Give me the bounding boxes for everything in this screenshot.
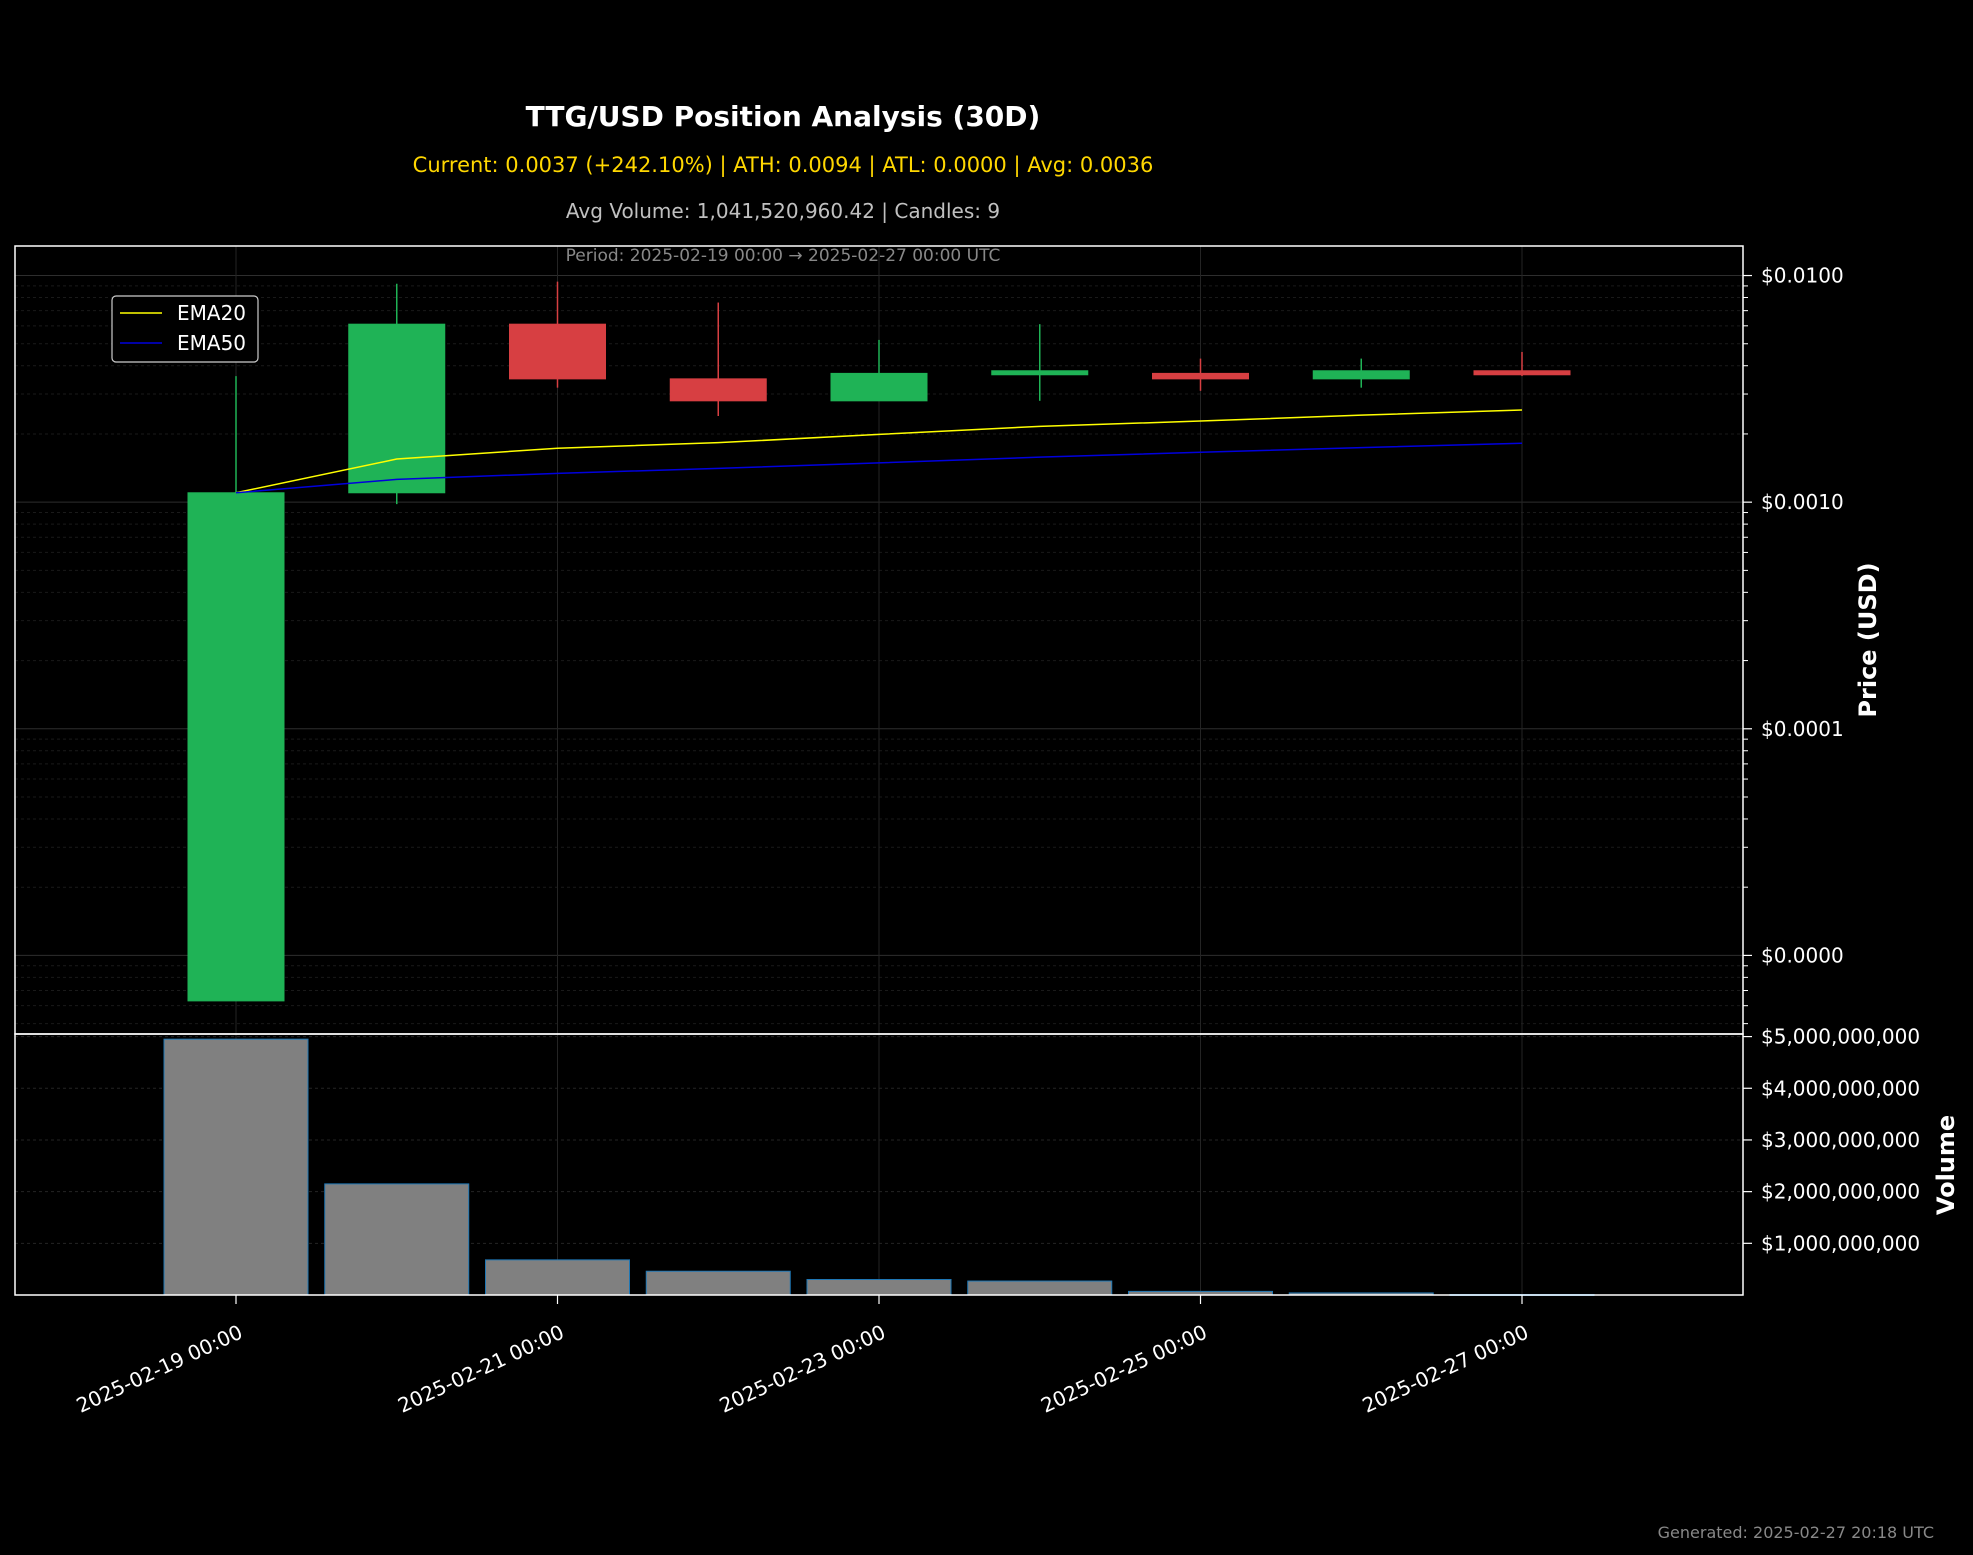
legend-ema50-label: EMA50 [177, 331, 246, 355]
price-axis: $0.0100 $0.0010 $0.0001 $0.0000 [1743, 264, 1844, 1025]
price-tick-label: $0.0000 [1761, 943, 1844, 967]
volume-bar [324, 1183, 470, 1296]
candlestick-series [187, 281, 1571, 1002]
candle-body-bearish [669, 378, 767, 402]
volume-bar [485, 1259, 630, 1296]
volume-tick-label: $4,000,000,000 [1761, 1076, 1920, 1100]
volume-tick-label: $2,000,000,000 [1761, 1180, 1920, 1204]
candle-body-bearish [509, 323, 606, 380]
candle-body-bullish [348, 323, 446, 494]
price-axis-label: Price (USD) [1854, 562, 1882, 717]
chart-legend: EMA20 EMA50 [111, 295, 259, 363]
price-tick-label: $0.0001 [1761, 717, 1844, 741]
volume-subtitle: Avg Volume: 1,041,520,960.42 | Candles: … [566, 199, 1000, 223]
price-tick-label: $0.0100 [1761, 264, 1844, 288]
volume-bar-series [163, 1038, 1595, 1296]
volume-bar [806, 1278, 952, 1296]
legend-ema20-label: EMA20 [177, 301, 246, 325]
candle-body-bearish [1473, 370, 1571, 376]
ema-lines [235, 409, 1523, 494]
candle-body-bullish [991, 370, 1089, 376]
stats-subtitle: Current: 0.0037 (+242.10%) | ATH: 0.0094… [413, 153, 1154, 178]
generated-timestamp: Generated: 2025-02-27 20:18 UTC [1658, 1523, 1934, 1542]
volume-bar [163, 1038, 309, 1296]
volume-tick-label: $5,000,000,000 [1761, 1025, 1920, 1049]
candle-body-bullish [830, 372, 928, 402]
candle-body-bullish [187, 492, 285, 1002]
volume-bar [645, 1270, 791, 1296]
volume-axis: $1,000,000,000 $2,000,000,000 $3,000,000,0… [1743, 1025, 1920, 1255]
chart-title: TTG/USD Position Analysis (30D) [526, 100, 1041, 133]
ema50-line [235, 442, 1523, 494]
period-label: Period: 2025-02-19 00:00 → 2025-02-27 00… [566, 246, 1001, 266]
ema20-line [235, 409, 1523, 494]
candle-body-bullish [1312, 370, 1410, 380]
volume-bar [967, 1280, 1113, 1296]
volume-axis-label: Volume [1932, 1115, 1960, 1215]
candle-body-bearish [1152, 372, 1249, 380]
price-tick-label: $0.0010 [1761, 490, 1844, 514]
volume-tick-label: $1,000,000,000 [1761, 1231, 1920, 1255]
volume-tick-label: $3,000,000,000 [1761, 1128, 1920, 1152]
